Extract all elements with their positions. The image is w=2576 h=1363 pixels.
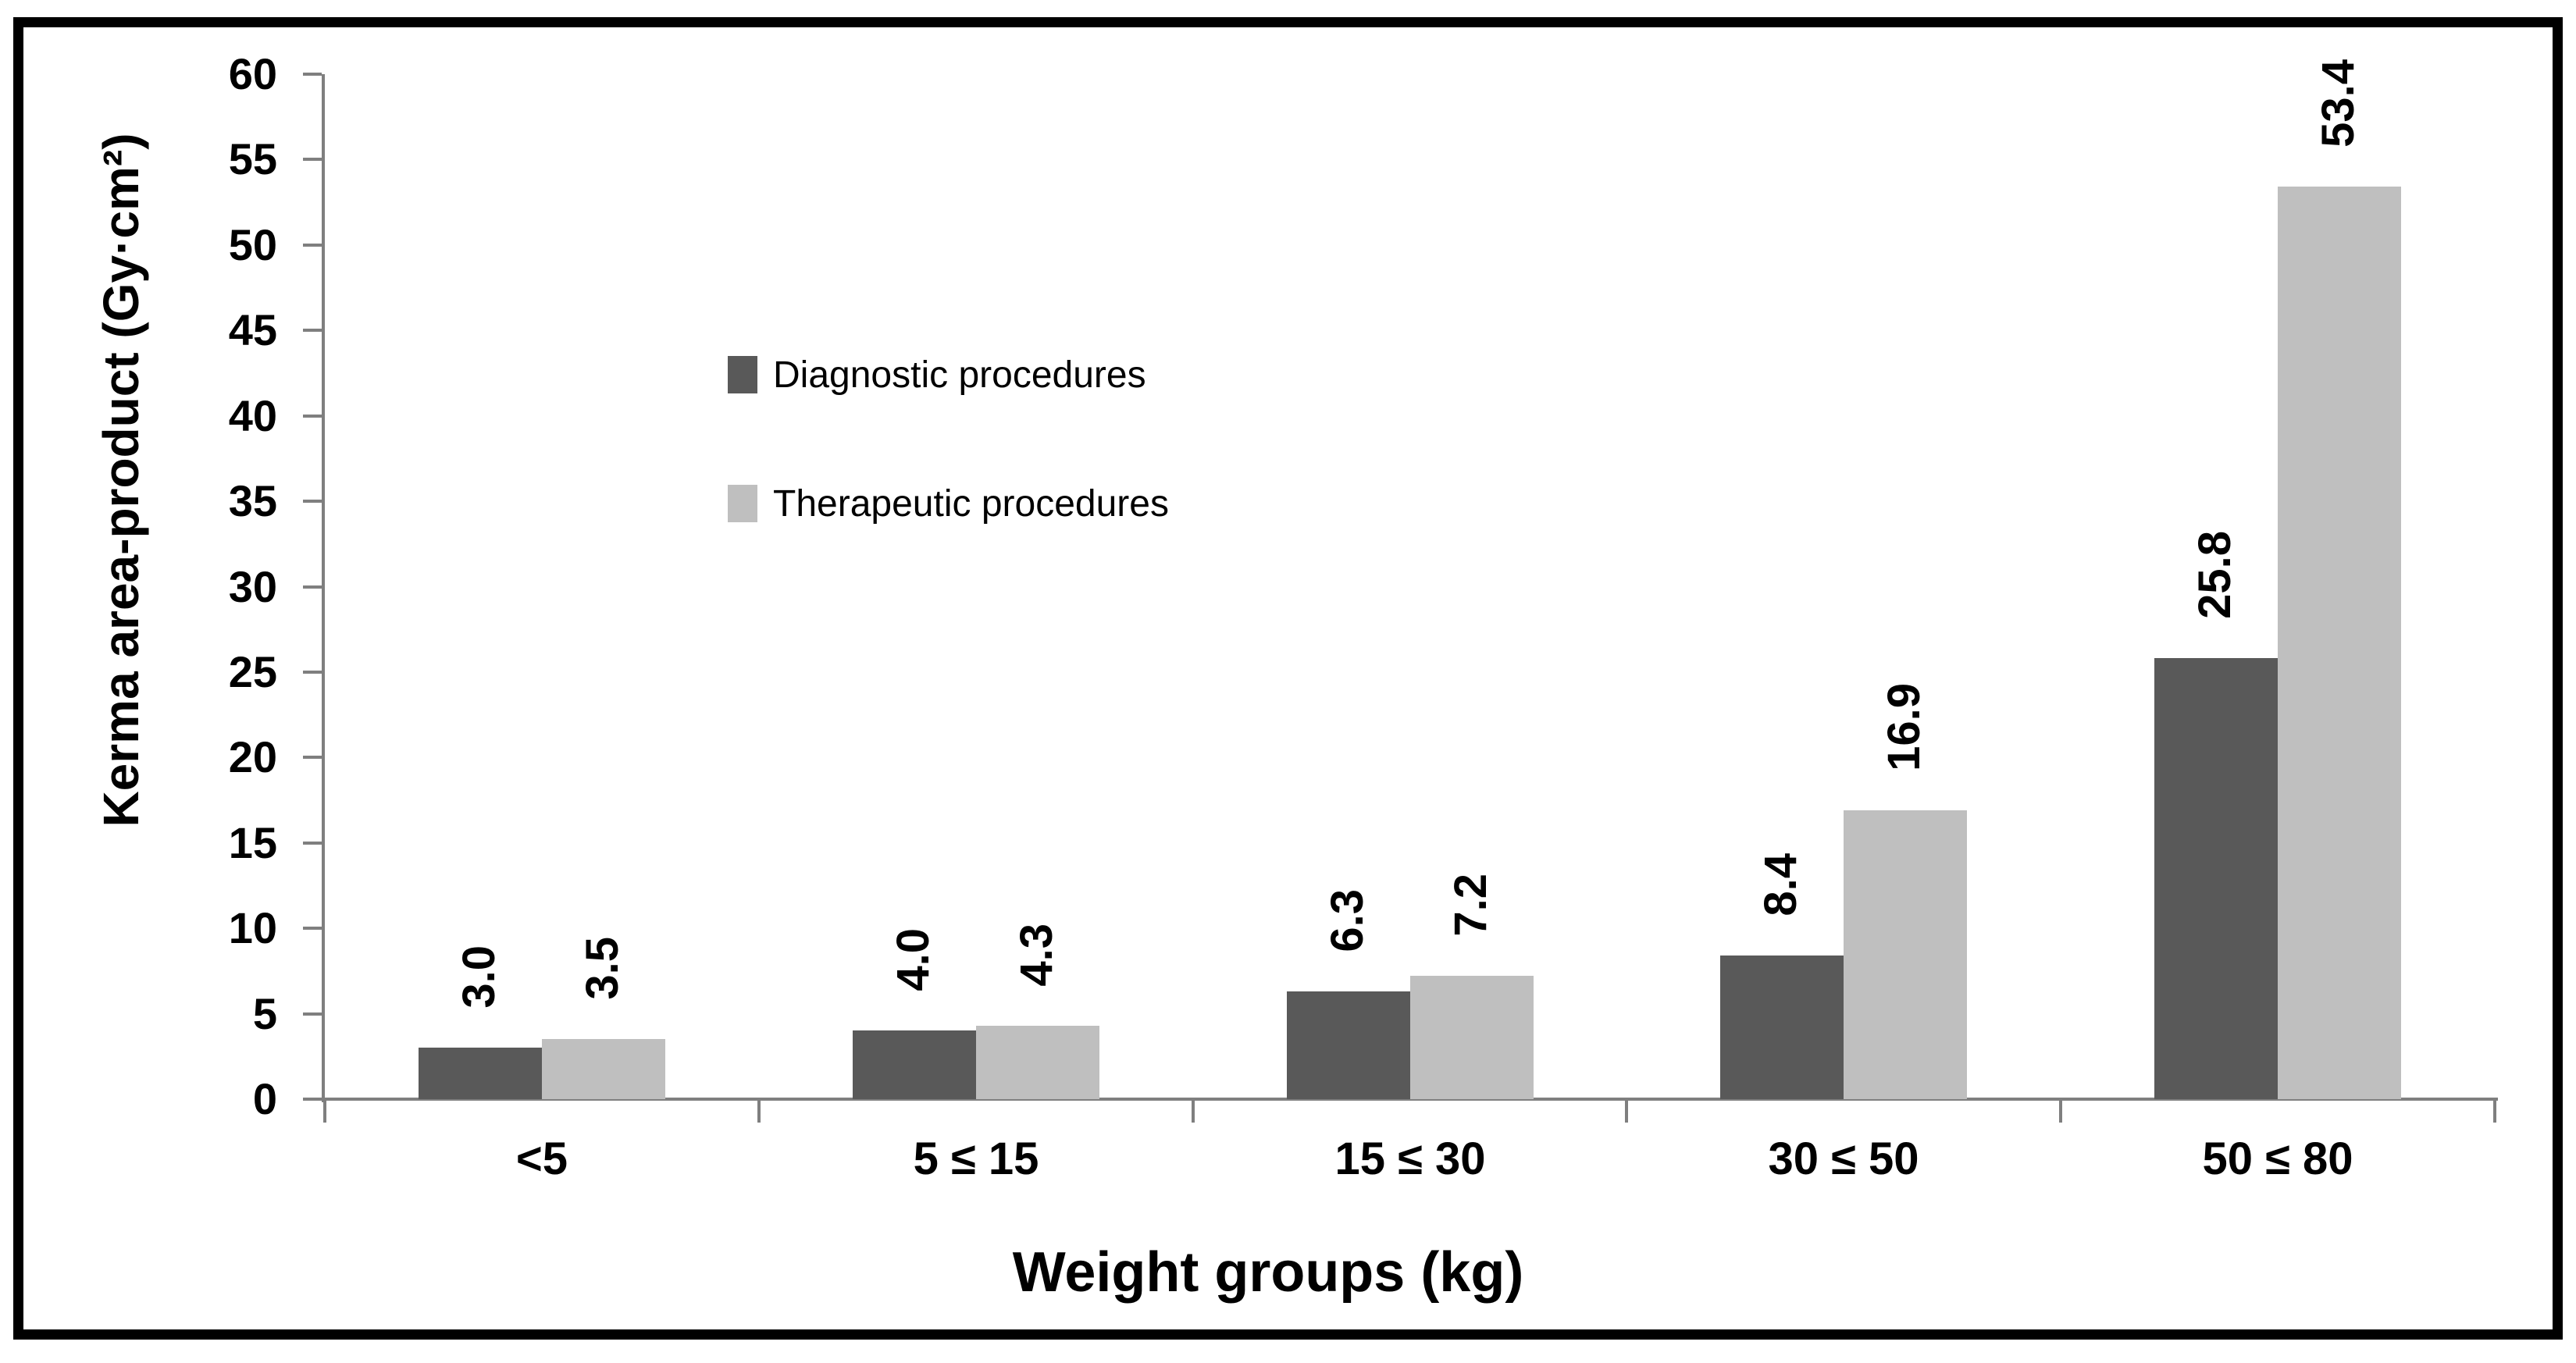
y-tick-mark: [303, 841, 322, 845]
y-tick-label: 10: [228, 903, 277, 953]
y-tick-mark: [303, 585, 322, 589]
y-tick-mark: [303, 1098, 322, 1101]
bar-value-label: 16.9: [1879, 683, 1929, 771]
x-category-label: <5: [515, 1133, 568, 1184]
y-tick-mark: [303, 329, 322, 333]
bar-value-label: 4.3: [1011, 923, 1062, 987]
y-tick-label: 45: [228, 305, 277, 355]
y-tick-label: 40: [228, 390, 277, 440]
chart-frame: [13, 17, 2563, 1340]
bar-value-label: 7.2: [1445, 874, 1496, 937]
y-tick-mark: [303, 1012, 322, 1016]
y-tick-mark: [303, 756, 322, 760]
bar-value-label: 4.0: [888, 928, 939, 991]
x-category-label: 15 ≤ 30: [1334, 1133, 1486, 1184]
x-category-label: 30 ≤ 50: [1768, 1133, 1919, 1184]
y-axis-line: [322, 74, 325, 1102]
bar-therapeutic: [542, 1039, 665, 1099]
y-tick-label: 25: [228, 646, 277, 696]
bar-diagnostic: [1720, 956, 1844, 1099]
y-tick-label: 0: [252, 1074, 277, 1123]
bar-diagnostic: [2154, 658, 2278, 1099]
y-tick-mark: [303, 243, 322, 247]
bar-therapeutic: [1410, 976, 1534, 1099]
legend-item-therapeutic: Therapeutic procedures: [728, 480, 1169, 527]
x-axis-title: Weight groups (kg): [1012, 1241, 1524, 1304]
x-axis-line: [322, 1098, 2498, 1101]
bar-therapeutic: [2278, 187, 2401, 1099]
x-category-label: 5 ≤ 15: [913, 1133, 1039, 1184]
y-tick-mark: [303, 670, 322, 674]
y-tick-mark: [303, 414, 322, 418]
bar-therapeutic: [1844, 810, 1967, 1099]
y-tick-mark: [303, 158, 322, 162]
legend-label-therapeutic: Therapeutic procedures: [773, 482, 1169, 525]
x-tick-mark: [323, 1099, 326, 1123]
y-tick-mark: [303, 500, 322, 504]
bar-value-label: 3.5: [577, 937, 628, 1000]
bar-value-label: 53.4: [2313, 59, 2364, 148]
y-tick-label: 5: [252, 988, 277, 1038]
legend-label-diagnostic: Diagnostic procedures: [773, 354, 1146, 396]
y-tick-label: 50: [228, 219, 277, 269]
bar-therapeutic: [976, 1026, 1099, 1099]
x-category-label: 50 ≤ 80: [2202, 1133, 2353, 1184]
x-tick-mark: [2059, 1099, 2062, 1123]
y-tick-label: 60: [228, 49, 277, 98]
legend-swatch-diagnostic-icon: [728, 356, 757, 393]
bar-value-label: 8.4: [1755, 853, 1806, 916]
y-tick-label: 15: [228, 817, 277, 867]
bar-diagnostic: [1287, 991, 1410, 1099]
y-axis-title: Kerma area-product (Gy·cm²): [93, 133, 149, 827]
x-tick-mark: [2493, 1099, 2496, 1123]
y-tick-label: 30: [228, 561, 277, 611]
y-tick-mark: [303, 73, 322, 76]
y-tick-mark: [303, 927, 322, 931]
legend-swatch-therapeutic-icon: [728, 485, 757, 522]
bar-diagnostic: [853, 1030, 976, 1099]
bar-diagnostic: [419, 1048, 542, 1099]
bar-value-label: 25.8: [2189, 531, 2240, 619]
bar-value-label: 3.0: [454, 945, 504, 1009]
x-tick-mark: [1625, 1099, 1628, 1123]
legend-item-diagnostic: Diagnostic procedures: [728, 351, 1146, 398]
y-tick-label: 35: [228, 476, 277, 526]
x-tick-mark: [757, 1099, 761, 1123]
y-tick-label: 55: [228, 134, 277, 184]
bar-value-label: 6.3: [1322, 889, 1373, 952]
x-tick-mark: [1192, 1099, 1195, 1123]
y-tick-label: 20: [228, 732, 277, 782]
